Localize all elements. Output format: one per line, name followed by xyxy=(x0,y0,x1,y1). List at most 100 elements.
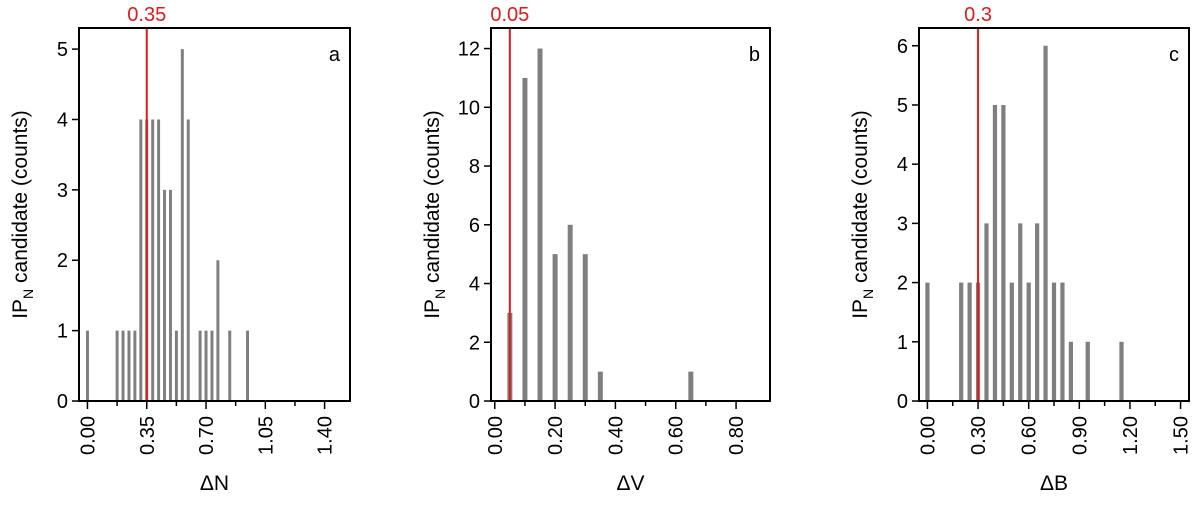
plot-frame xyxy=(490,27,771,402)
y-tick-label: 5 xyxy=(897,95,908,117)
bar xyxy=(567,224,573,401)
bar xyxy=(121,330,125,401)
x-tick-label: 0.80 xyxy=(726,416,748,455)
y-axis-title-subscript: N xyxy=(20,289,36,299)
threshold-label: 0.35 xyxy=(127,4,166,26)
bar xyxy=(115,330,119,401)
bar xyxy=(959,282,964,401)
panel-b: 0.05 b 0.00 0.20 0.40 0.60 0.80 0 2 4 6 8 10 12 ΔV IPN … xyxy=(421,4,771,495)
y-tick-label: 12 xyxy=(458,39,480,61)
x-tick-label: 0.20 xyxy=(545,416,567,455)
bar xyxy=(204,330,208,401)
y-axis-title-suffix: candidate (counts) xyxy=(9,110,32,289)
y-tick-label: 1 xyxy=(897,332,908,354)
panel-label: c xyxy=(1169,44,1179,66)
bar xyxy=(168,189,172,401)
bar xyxy=(228,330,232,401)
y-axis-title-subscript: N xyxy=(432,289,448,299)
bar xyxy=(1060,282,1065,401)
bar xyxy=(210,330,214,401)
x-tick-label: 0.40 xyxy=(605,416,627,455)
threshold-label: 0.3 xyxy=(964,4,992,26)
bar xyxy=(198,330,202,401)
x-tick-label: 0.70 xyxy=(196,416,218,455)
bar xyxy=(597,371,603,401)
x-tick-label: 1.40 xyxy=(315,416,337,455)
y-axis-title: IPN candidate (counts) xyxy=(421,110,448,319)
bar xyxy=(139,119,143,402)
bar xyxy=(133,330,137,401)
x-tick-label: 0.60 xyxy=(1019,416,1041,455)
bar xyxy=(1001,104,1006,401)
bar xyxy=(180,49,184,402)
panel-a: 0.35 a 0.00 0.35 0.70 1.05 1.40 0 1 2 3 4 5 ΔN IPN can… xyxy=(9,4,351,495)
bar xyxy=(925,282,930,401)
plot-frame xyxy=(78,27,351,402)
y-axis-title-suffix: candidate (counts) xyxy=(421,110,444,289)
bar xyxy=(1018,223,1023,401)
y-tick-label: 2 xyxy=(469,332,480,354)
bar xyxy=(163,189,167,401)
y-tick-label: 4 xyxy=(57,109,68,131)
bar xyxy=(1051,282,1057,401)
bar xyxy=(537,48,543,402)
y-axis-title-subscript: N xyxy=(860,289,876,299)
x-tick-label: 0.35 xyxy=(137,416,159,455)
panel-c: 0.3 c 0.00 0.30 0.60 0.90 1.20 1.50 0 1 2 3 4 5 6 ΔB IPN… xyxy=(849,4,1193,495)
y-tick-label: 2 xyxy=(897,273,908,295)
x-tick-label: 0.90 xyxy=(1069,416,1091,455)
bar xyxy=(1043,45,1048,401)
bar xyxy=(1009,282,1014,401)
bar xyxy=(992,104,998,401)
bar xyxy=(967,282,972,401)
bar xyxy=(151,119,155,402)
y-axis-title: IPN candidate (counts) xyxy=(9,110,36,319)
bar xyxy=(582,254,588,401)
bar xyxy=(552,254,558,401)
y-tick-label: 6 xyxy=(469,215,480,237)
bar xyxy=(85,330,89,401)
x-tick-label: 1.20 xyxy=(1120,416,1142,455)
bar xyxy=(246,330,250,401)
bar xyxy=(522,77,528,402)
x-tick-label: 0.00 xyxy=(917,416,939,455)
x-axis-title: ΔV xyxy=(616,472,644,495)
bar xyxy=(127,330,131,401)
y-tick-label: 4 xyxy=(897,154,908,176)
y-axis-title-main: IP xyxy=(849,299,872,319)
x-tick-label: 0.30 xyxy=(968,416,990,455)
y-axis-title-main: IP xyxy=(421,299,444,319)
bar xyxy=(216,260,220,401)
bar xyxy=(1026,282,1031,401)
x-tick-label: 1.50 xyxy=(1171,416,1193,455)
threshold-label: 0.05 xyxy=(490,4,529,26)
bar xyxy=(688,371,694,401)
y-tick-label: 0 xyxy=(57,391,68,413)
y-tick-label: 0 xyxy=(469,391,480,413)
bar xyxy=(186,119,190,402)
bar xyxy=(1068,341,1073,401)
x-axis-title: ΔN xyxy=(200,472,229,495)
y-axis-title-main: IP xyxy=(9,299,32,319)
y-tick-label: 3 xyxy=(897,213,908,235)
bar xyxy=(1119,341,1124,401)
bar xyxy=(1035,223,1040,401)
y-tick-label: 5 xyxy=(57,39,68,61)
y-tick-label: 6 xyxy=(897,36,908,58)
bar xyxy=(984,223,989,401)
y-axis-title: IPN candidate (counts) xyxy=(849,110,876,319)
x-tick-label: 0.60 xyxy=(666,416,688,455)
x-tick-label: 0.00 xyxy=(485,416,507,455)
y-tick-label: 1 xyxy=(57,321,68,343)
panel-label: b xyxy=(749,44,760,66)
panel-label: a xyxy=(329,44,341,66)
y-tick-label: 8 xyxy=(469,156,480,178)
y-axis-title-suffix: candidate (counts) xyxy=(849,110,872,289)
bar xyxy=(157,119,161,402)
y-tick-label: 2 xyxy=(57,250,68,272)
y-tick-label: 4 xyxy=(469,274,480,296)
x-tick-label: 0.00 xyxy=(77,416,99,455)
x-tick-label: 1.05 xyxy=(255,416,277,455)
y-tick-label: 3 xyxy=(57,180,68,202)
